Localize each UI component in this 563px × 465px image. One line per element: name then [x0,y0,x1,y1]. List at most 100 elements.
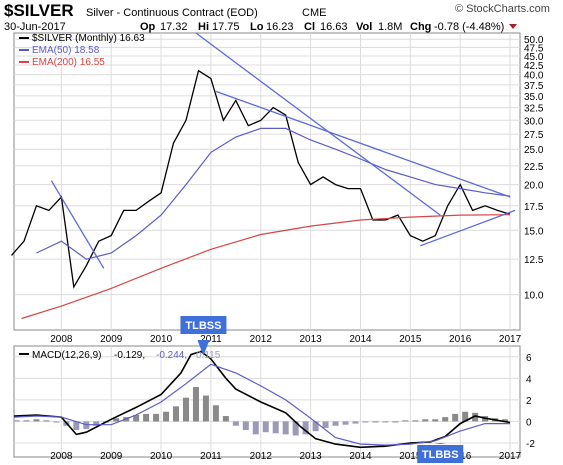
price-panel: 10.0 12.5 15.0 17.5 20.0 22.5 25.0 27.5 30.032.5… [11,32,544,345]
tlbbs-arrow-icon [434,443,447,444]
macd-histogram-bar [442,417,449,422]
macd-histogram-bar [302,421,309,435]
macd-series [13,350,511,449]
macd-histogram-bar [452,413,459,422]
price-y-tick-label: 10.0 [524,291,544,302]
price-y-axis: 10.0 12.5 15.0 17.5 20.0 22.5 25.0 27.5 30.032.5… [524,35,544,301]
price-x-tick-label: 2014 [349,334,372,345]
macd-histogram-bar [23,420,30,422]
signal-line [13,363,510,446]
price-y-tick-label: 50.0 [524,35,544,46]
price-x-tick-label: 2008 [50,334,73,345]
price-y-tick-label: 35.0 [524,92,544,103]
macd-histogram-bar [502,419,509,422]
legend-label: EMA(50) 18.58 [32,45,100,56]
price-y-tick-label: 32.5 [524,104,544,115]
macd-histogram-bar [173,406,180,422]
macd-histogram-bar [113,418,120,422]
macd-x-tick-label: 2014 [349,451,372,462]
price-y-tick-label: 37.5 [524,81,544,92]
price-grid [14,33,520,330]
price-y-tick-label: 42.5 [524,61,544,72]
macd-legend-label: -0.129, [114,350,145,361]
macd-y-axis: -2 0 2 4 6 [526,353,535,450]
date-label: 30-Jun-2017 [4,21,66,33]
macd-histogram-bar [272,421,279,434]
macd-x-tick-label: 2012 [250,451,273,462]
macd-histogram-bar [153,413,160,422]
price-x-tick-label: 2009 [100,334,123,345]
macd-histogram-bar [163,411,170,422]
price-x-tick-label: 2015 [399,334,422,345]
price-y-tick-label: 47.5 [524,43,544,54]
open-label: Op [140,21,156,33]
macd-histogram-bar [222,416,229,422]
macd-histogram-bar [322,421,329,428]
trendline [420,209,516,247]
change-label: Chg [410,21,431,33]
brand-label: © StockCharts.com [455,3,550,15]
macd-histogram-bar [133,414,140,422]
macd-histogram-bar [362,421,369,423]
macd-legend-label: MACD(12,26,9) [32,350,101,361]
price-x-axis: 2008 2009 2010 2011 2012 2013 2014 2015 2016 2017 [50,334,521,345]
macd-histogram-bar [372,421,379,423]
macd-x-tick-label: 2009 [100,451,123,462]
macd-legend: MACD(12,26,9) -0.129, -0.244, 0.115 [19,350,221,361]
tlbbs-label: TLBBS [422,449,459,461]
price-x-tick-label: 2016 [449,334,472,345]
macd-panel-frame [13,345,521,458]
macd-histogram-bar [262,421,269,433]
macd-annotations: TLBSS TLBBS [180,316,464,463]
low-value: 16.23 [266,21,294,33]
macd-histogram-bar [93,421,100,426]
macd-histogram-bar [43,420,50,422]
macd-y-tick-label: 4 [526,374,532,385]
price-panel-frame [13,32,521,331]
price-x-tick-label: 2012 [250,334,273,345]
macd-x-tick-label: 2013 [299,451,322,462]
volume-label: Vol [356,21,372,33]
macd-histogram-bar [462,411,469,422]
macd-line [13,350,511,449]
ema200-line [21,214,511,320]
macd-legend-label: -0.244, [156,350,187,361]
price-y-tick-label: 45.0 [524,52,544,63]
macd-x-tick-label: 2015 [399,451,422,462]
tlbss-arrow-icon [197,340,210,356]
macd-legend-label: 0.115 [196,350,221,361]
macd-histogram-bar [33,419,40,422]
legend-label: $SILVER (Monthly) 16.63 [32,33,145,44]
macd-histogram-bar [422,419,429,422]
macd-histogram-bar [312,421,319,432]
macd-histogram-bar [352,421,359,424]
macd-histogram-bar [182,397,189,422]
macd-histogram-bar [292,421,299,436]
exchange-label: CME [302,7,326,19]
trendline [195,32,441,216]
down-triangle-icon [509,24,517,29]
macd-histogram-bar [73,421,80,431]
trendline [50,180,105,269]
price-y-tick-label: 22.5 [524,162,544,173]
macd-histogram-bar [202,395,209,422]
price-y-tick-label: 27.5 [524,130,544,141]
ema50-line [36,127,511,260]
price-x-tick-label: 2011 [200,334,222,345]
macd-y-tick-label: 6 [526,353,532,364]
price-y-tick-label: 12.5 [524,255,544,266]
legend-label: EMA(200) 16.55 [32,57,105,68]
price-x-tick-label: 2010 [150,334,173,345]
macd-histogram-bar [392,421,399,423]
close-label: Cl [304,21,315,33]
tlbbs-label-box [417,445,464,463]
price-x-tick-label: 2013 [299,334,322,345]
price-y-tick-label: 20.0 [524,181,544,192]
macd-histogram-bar [143,413,150,422]
macd-histogram-bar [342,421,349,425]
macd-histogram-bar [13,420,20,422]
macd-x-tick-label: 2017 [499,451,522,462]
